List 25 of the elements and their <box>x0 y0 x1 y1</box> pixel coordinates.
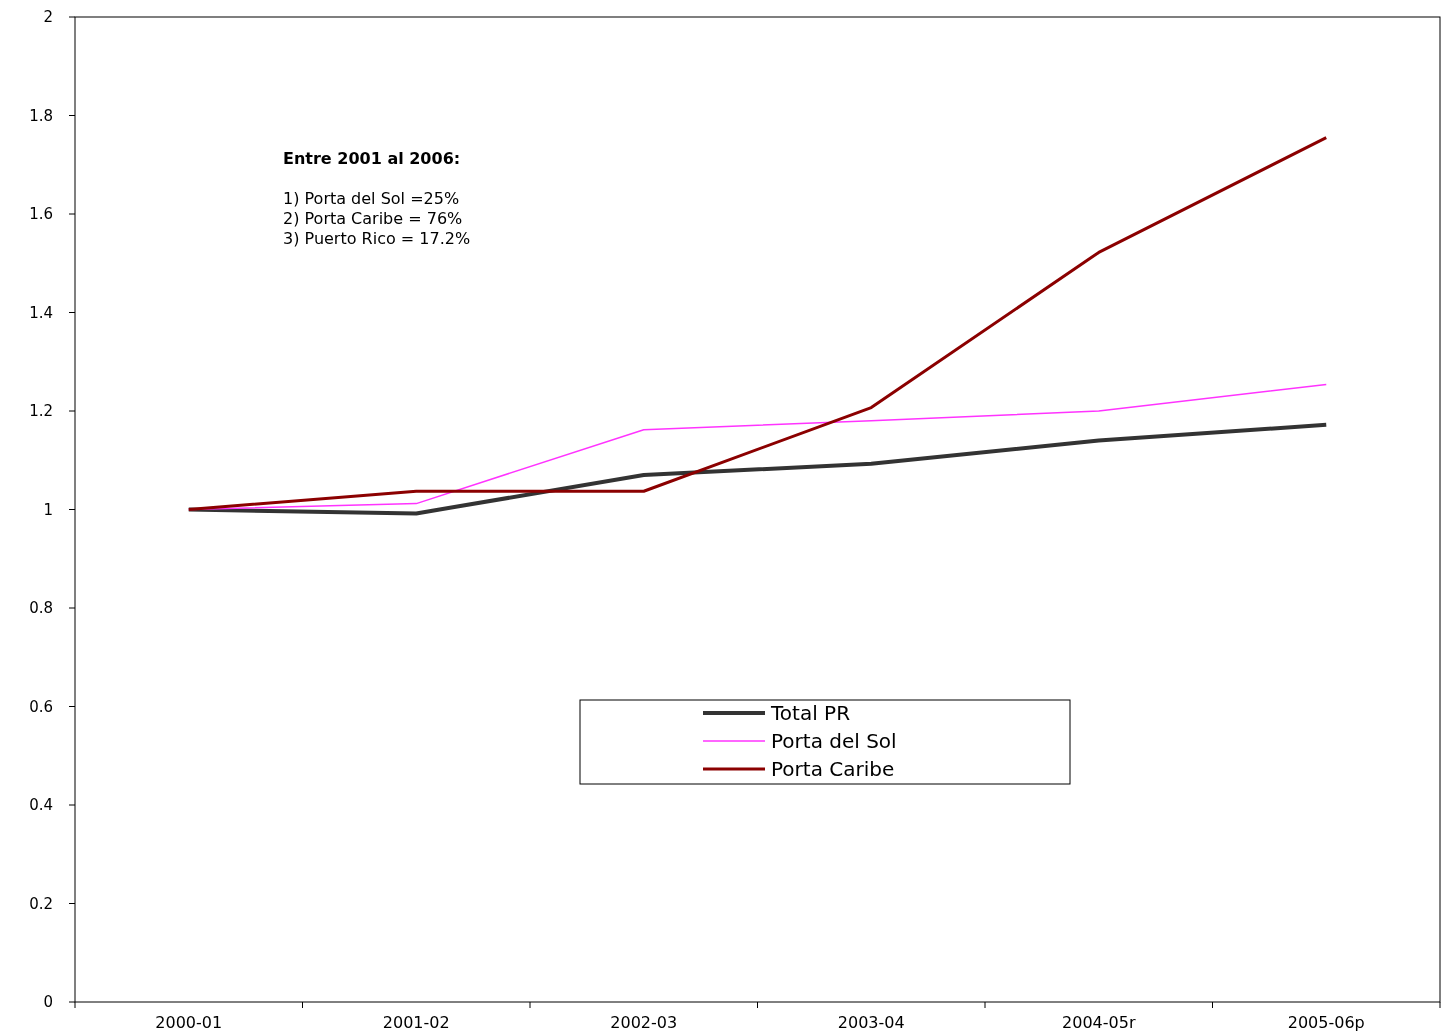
legend-label: Total PR <box>770 701 851 725</box>
annotation: 2) Porta Caribe = 76% <box>283 209 463 228</box>
y-tick-label: 0.4 <box>29 796 53 815</box>
annotation: Entre 2001 al 2006: <box>283 149 461 168</box>
y-tick-label: 1.2 <box>29 402 53 421</box>
legend-label: Porta Caribe <box>771 757 895 781</box>
x-tick-label: 2005-06p <box>1287 1013 1365 1032</box>
x-tick-label: 2003-04 <box>837 1013 905 1032</box>
annotation: 3) Puerto Rico = 17.2% <box>283 229 471 248</box>
y-tick-label: 1.8 <box>29 106 53 125</box>
y-tick-label: 0.8 <box>29 599 53 618</box>
legend-label: Porta del Sol <box>771 729 897 753</box>
x-tick-label: 2000-01 <box>155 1013 223 1032</box>
y-tick-label: 0 <box>43 993 53 1012</box>
x-tick-label: 2002-03 <box>610 1013 678 1032</box>
y-tick-label: 1.4 <box>29 303 53 322</box>
y-tick-label: 1 <box>43 500 53 519</box>
x-tick-label: 2001-02 <box>382 1013 450 1032</box>
y-tick-label: 0.6 <box>29 697 53 716</box>
y-tick-label: 0.2 <box>29 894 53 913</box>
y-tick-label: 2 <box>43 8 53 27</box>
x-tick-label: 2004-05r <box>1062 1013 1136 1032</box>
line-series <box>187 136 1328 511</box>
annotation: 1) Porta del Sol =25% <box>283 189 460 208</box>
y-tick-label: 1.6 <box>29 205 53 224</box>
